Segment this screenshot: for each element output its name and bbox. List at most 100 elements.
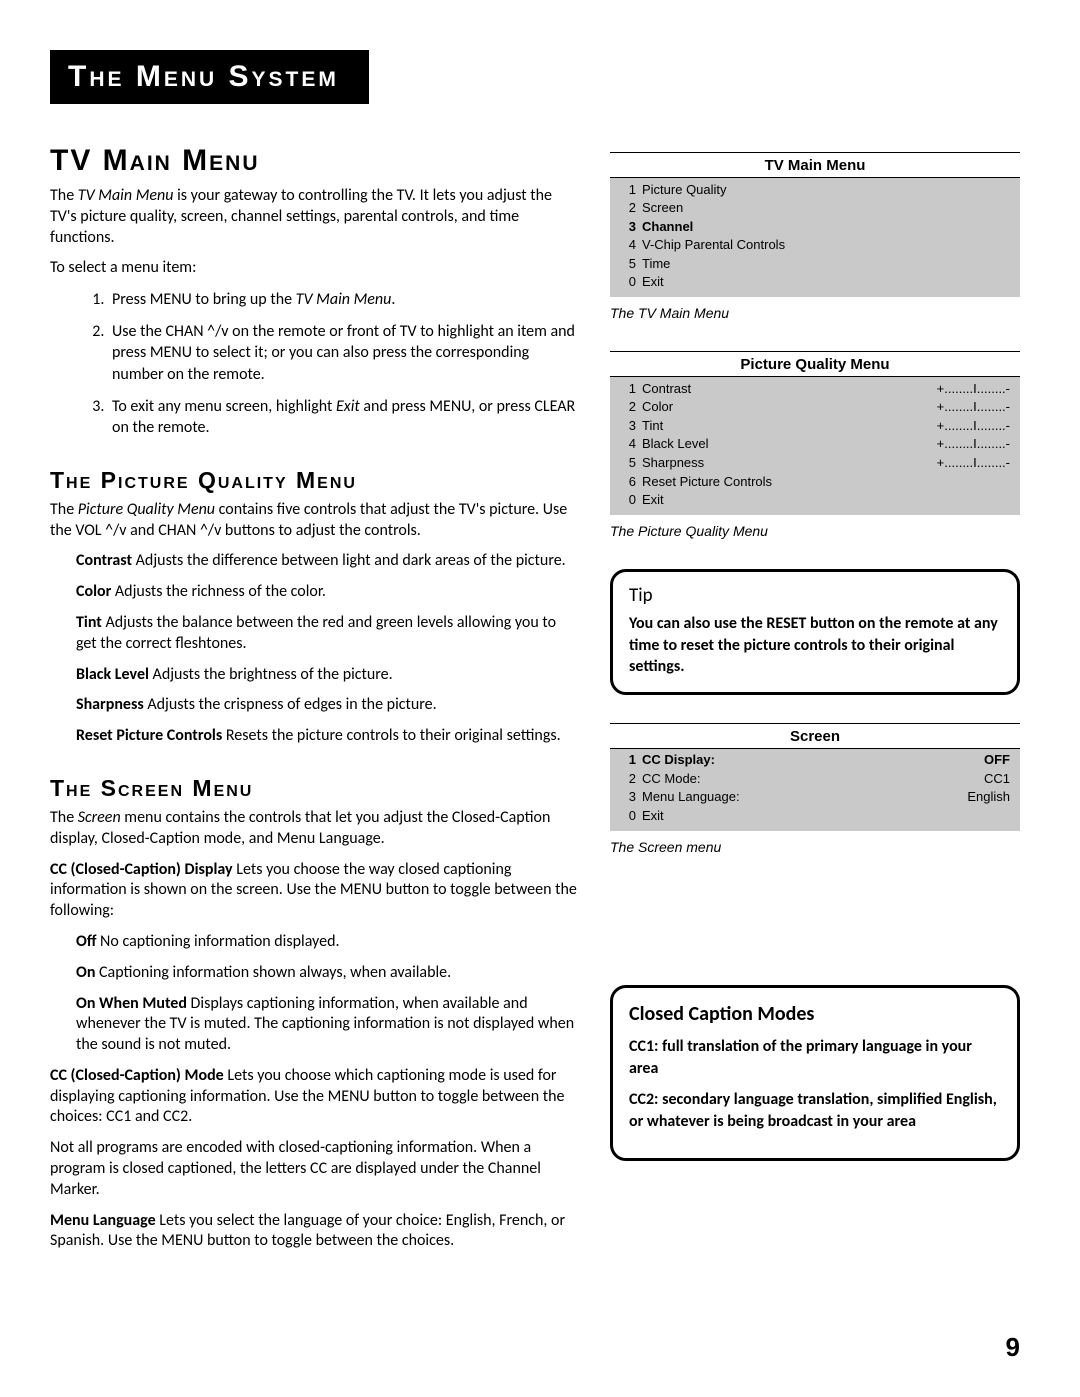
menu-row-num: 1 [620, 751, 636, 769]
menu-items: 1Contrast+........I........-2Color+.....… [610, 377, 1020, 515]
screen-intro: The Screen menu contains the controls th… [50, 808, 580, 850]
menu-row-num: 0 [620, 273, 636, 291]
menu-row-num: 1 [620, 380, 636, 398]
menu-row-label: Contrast [642, 380, 937, 398]
menu-row-num: 5 [620, 255, 636, 273]
menu-row-value: +........I........- [937, 417, 1010, 435]
pq-menu-box: Picture Quality Menu 1Contrast+........I… [610, 351, 1020, 515]
left-column: TV Main Menu The TV Main Menu is your ga… [50, 144, 580, 1262]
menu-row-num: 4 [620, 236, 636, 254]
ccm-title: Closed Caption Modes [629, 1002, 1001, 1026]
menu-title: Picture Quality Menu [740, 356, 889, 373]
list-item: Press MENU to bring up the TV Main Menu. [108, 289, 580, 311]
menu-row-label: Sharpness [642, 454, 937, 472]
menu-row: 5 Time [620, 254, 1010, 273]
menu-row-label: V-Chip Parental Controls [642, 236, 1010, 254]
term: Sharpness [76, 695, 144, 714]
menu-row-value: +........I........- [937, 398, 1010, 416]
tip-box: Tip You can also use the RESET button on… [610, 569, 1020, 695]
menu-row-num: 2 [620, 398, 636, 416]
menu-lang-def: Menu Language Lets you select the langua… [50, 1211, 580, 1253]
menu-row: 0Exit [620, 807, 1010, 826]
menu-row-value: +........I........- [937, 454, 1010, 472]
definition-item: Black Level Adjusts the brightness of th… [76, 665, 580, 686]
term: On [76, 963, 95, 982]
menu-row: 2 Color+........I........- [620, 398, 1010, 417]
pq-caption: The Picture Quality Menu [610, 523, 1020, 539]
screen-menu-box: Screen 1CC Display:OFF2CC Mode:CC13Menu … [610, 723, 1020, 831]
menu-row-num: 5 [620, 454, 636, 472]
description: Captioning information shown always, whe… [95, 963, 451, 982]
menu-items: 1CC Display:OFF2CC Mode:CC13Menu Languag… [610, 749, 1020, 831]
heading-pq: The Picture Quality Menu [50, 467, 580, 494]
cc-note: Not all programs are encoded with closed… [50, 1138, 580, 1200]
tv-main-caption: The TV Main Menu [610, 305, 1020, 321]
section-banner: The Menu System [50, 50, 369, 104]
menu-row: 0 Exit [620, 273, 1010, 292]
menu-row: 5 Sharpness+........I........- [620, 453, 1010, 472]
tip-body: You can also use the RESET button on the… [629, 613, 1001, 678]
menu-row-label: Channel [642, 218, 1010, 236]
menu-row: 1CC Display:OFF [620, 751, 1010, 770]
screen-caption: The Screen menu [610, 839, 1020, 855]
menu-row-label: Reset Picture Controls [642, 473, 1010, 491]
definition-item: Off No captioning information displayed. [76, 932, 580, 953]
definition-item: Sharpness Adjusts the crispness of edges… [76, 695, 580, 716]
menu-row-num: 3 [620, 218, 636, 236]
description: Adjusts the crispness of edges in the pi… [144, 695, 437, 714]
definition-item: Color Adjusts the richness of the color. [76, 582, 580, 603]
menu-row: 3Tint+........I........- [620, 416, 1010, 435]
menu-row: 2CC Mode:CC1 [620, 769, 1010, 788]
menu-row-value: English [967, 788, 1010, 806]
description: Adjusts the richness of the color. [111, 582, 326, 601]
menu-row-num: 1 [620, 181, 636, 199]
menu-row: 1 Picture Quality [620, 180, 1010, 199]
menu-row-num: 2 [620, 770, 636, 788]
heading-screen: The Screen Menu [50, 775, 580, 802]
right-column: TV Main Menu 1Picture Quality2Screen3Cha… [610, 144, 1020, 1262]
menu-row-label: Time [642, 255, 1010, 273]
ccm-item: CC2: secondary language translation, sim… [629, 1089, 1001, 1132]
description: No captioning information displayed. [96, 932, 339, 951]
definition-item: On When Muted Displays captioning inform… [76, 994, 580, 1056]
description: Adjusts the balance between the red and … [76, 613, 556, 653]
ccm-items: CC1: full translation of the primary lan… [629, 1036, 1001, 1132]
menu-row: 4Black Level+........I........- [620, 435, 1010, 454]
cc-display-term: CC (Closed-Caption) Display [50, 860, 233, 879]
menu-row-num: 3 [620, 417, 636, 435]
menu-row-num: 4 [620, 435, 636, 453]
menu-row-num: 0 [620, 491, 636, 509]
menu-title-wrap: TV Main Menu [610, 153, 1020, 178]
menu-row-label: Color [642, 398, 937, 416]
menu-row-label: Exit [642, 807, 1010, 825]
menu-row-label: Exit [642, 273, 1010, 291]
cc-mode-term: CC (Closed-Caption) Mode [50, 1066, 224, 1085]
term: Color [76, 582, 111, 601]
description: Adjusts the difference between light and… [132, 551, 566, 570]
menu-row-value: OFF [984, 751, 1010, 769]
term: Tint [76, 613, 102, 632]
cc-mode-def: CC (Closed-Caption) Mode Lets you choose… [50, 1066, 580, 1128]
menu-title-wrap: Screen [610, 724, 1020, 749]
ccm-item: CC1: full translation of the primary lan… [629, 1036, 1001, 1079]
menu-row: 2Screen [620, 199, 1010, 218]
menu-row: 0Exit [620, 491, 1010, 510]
menu-title-wrap: Picture Quality Menu [610, 352, 1020, 377]
term: Contrast [76, 551, 132, 570]
term: Reset Picture Controls [76, 726, 222, 745]
description: Resets the picture controls to their ori… [222, 726, 560, 745]
tv-main-menu-box: TV Main Menu 1 Picture Quality2Screen3 Cha… [610, 152, 1020, 297]
definition-item: Reset Picture Controls Resets the pictur… [76, 726, 580, 747]
pq-defs: Contrast Adjusts the difference between … [50, 551, 580, 747]
definition-item: On Captioning information shown always, … [76, 963, 580, 984]
columns: TV Main Menu The TV Main Menu is your ga… [50, 144, 1020, 1262]
term: Off [76, 932, 96, 951]
definition-item: Contrast Adjusts the difference between … [76, 551, 580, 572]
menu-row-label: Black Level [642, 435, 937, 453]
menu-row-value: +........I........- [937, 380, 1010, 398]
term: On When Muted [76, 994, 187, 1013]
menu-row-label: Picture Quality [642, 181, 1010, 199]
page-number: 9 [1006, 1332, 1020, 1363]
menu-row-value: CC1 [984, 770, 1010, 788]
menu-row-label: Screen [642, 199, 1010, 217]
